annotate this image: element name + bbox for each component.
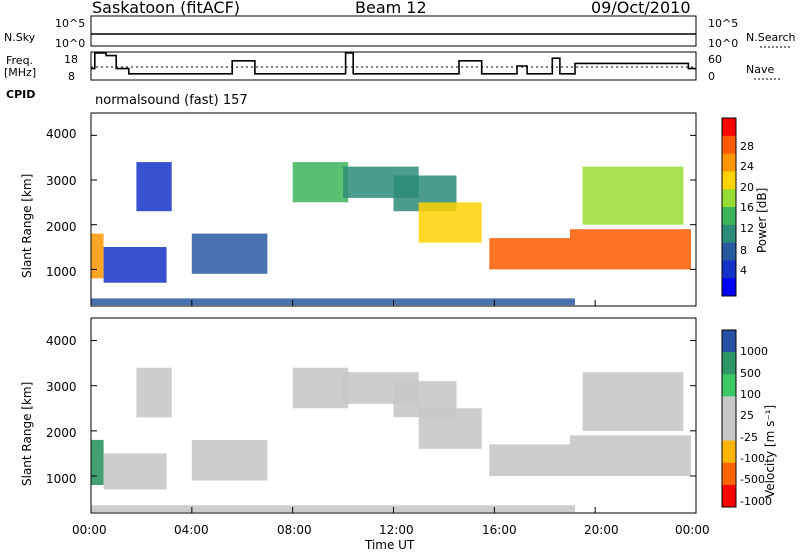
power-echo-region — [582, 166, 684, 225]
velocity-echo-region — [582, 372, 684, 431]
power-echo-region — [570, 229, 691, 270]
velocity-cbar-tick: -1000 — [740, 495, 772, 508]
power-cbar-tick: 28 — [740, 140, 754, 153]
velocity-cbar-swatch — [722, 462, 736, 486]
power-range-tick: 4000 — [46, 127, 77, 141]
power-cbar-swatch — [722, 207, 736, 226]
velocity-cbar-swatch — [722, 330, 736, 353]
noise-panel-frame — [90, 15, 697, 47]
velocity-range-tick: 2000 — [46, 426, 77, 440]
power-range-tick: 3000 — [46, 174, 77, 188]
cpid-label: CPID — [6, 88, 36, 101]
time-tick: 04:00 — [174, 523, 209, 537]
time-tick: 20:00 — [584, 523, 619, 537]
velocity-cbar-tick: -500 — [740, 473, 765, 486]
velocity-cbar-swatch — [722, 440, 736, 464]
noise-tick-top-right: 10^5 — [708, 17, 739, 30]
time-tick: 08:00 — [277, 523, 312, 537]
time-xlabel: Time UT — [365, 538, 415, 552]
power-cbar-swatch — [722, 242, 736, 261]
velocity-echo-region — [91, 505, 575, 513]
power-range-tick: 2000 — [46, 220, 77, 234]
noise-tick-bottom-left: 10^0 — [55, 37, 86, 50]
power-cbar-swatch — [722, 278, 736, 297]
power-cbar-tick: 20 — [740, 181, 754, 194]
power-cbar-swatch — [722, 189, 736, 208]
power-echo-region — [292, 162, 349, 203]
velocity-cbar-swatch — [722, 352, 736, 375]
velocity-range-tick: 3000 — [46, 380, 77, 394]
velocity-cbar-tick: 500 — [740, 367, 761, 380]
freq-unit-label: [MHz] — [4, 66, 37, 79]
velocity-echo-region — [191, 439, 268, 481]
velocity-echo-region — [489, 444, 570, 476]
power-cbar-swatch — [722, 135, 736, 155]
velocity-range-tick: 4000 — [46, 334, 77, 348]
velocity-cbar-tick: -25 — [740, 431, 758, 444]
velocity-cbar-swatch — [722, 418, 736, 442]
velocity-echo-region — [570, 435, 691, 476]
power-cbar-swatch — [722, 153, 736, 172]
power-range-tick: 1000 — [46, 265, 77, 279]
freq-label: Freq. — [6, 54, 34, 67]
power-echo-region — [103, 247, 167, 283]
velocity-cbar-swatch — [722, 396, 736, 419]
power-cbar-tick: 24 — [740, 160, 754, 173]
velocity-echo-region — [418, 408, 482, 449]
velocity-cbar-tick: 25 — [740, 409, 754, 422]
power-echo-region — [418, 202, 482, 243]
velocity-echo-region — [292, 367, 349, 409]
velocity-cbar-swatch — [722, 374, 736, 397]
velocity-echo-region — [103, 453, 167, 490]
nave-tick-bottom-right: 0 — [708, 70, 715, 83]
station-title: Saskatoon (fitACF) — [92, 0, 241, 17]
power-echo-region — [136, 162, 172, 212]
power-cbar-tick: 8 — [740, 244, 747, 257]
power-cbar-swatch — [722, 224, 736, 244]
power-cbar-swatch — [722, 260, 736, 279]
velocity-echo-region — [136, 367, 172, 418]
time-tick: 00:00 — [72, 523, 107, 537]
power-cbar-swatch — [722, 171, 736, 190]
power-echo-region — [489, 238, 570, 270]
freq-tick-bottom-left: 8 — [68, 70, 75, 83]
power-echo-region — [191, 233, 268, 274]
velocity-cbar-tick: 1000 — [740, 345, 768, 358]
nsky-label: N.Sky — [4, 31, 36, 44]
power-echo-region — [91, 298, 575, 306]
nave-label: Nave — [746, 63, 775, 76]
time-tick: 16:00 — [482, 523, 517, 537]
beam-title: Beam 12 — [355, 0, 427, 17]
velocity-cbar-swatch — [722, 484, 736, 508]
power-cbar-swatch — [722, 118, 736, 137]
freq-panel-frame — [90, 51, 697, 81]
power-cbar-frame — [721, 117, 737, 297]
date-title: 09/Oct/2010 — [591, 0, 691, 17]
nsearch-label: N.Search — [746, 31, 796, 44]
velocity-cbar-frame — [721, 329, 737, 508]
nave-tick-top-right: 60 — [708, 53, 722, 66]
velocity-cbar-tick: -100 — [740, 452, 765, 465]
power-cbar-tick: 16 — [740, 201, 754, 214]
time-tick: 12:00 — [379, 523, 414, 537]
power-cbar-tick: 4 — [740, 264, 747, 277]
velocity-echo-region — [91, 439, 104, 485]
noise-tick-bottom-right: 10^0 — [708, 37, 739, 50]
velocity-range-tick: 1000 — [46, 472, 77, 486]
frequency-line — [91, 52, 696, 75]
velocity-cbar-tick: 100 — [740, 388, 761, 401]
power-echo-region — [91, 233, 104, 279]
noise-tick-top-left: 10^5 — [55, 17, 86, 30]
freq-tick-top-left: 18 — [64, 53, 78, 66]
time-tick: 00:00 — [675, 523, 710, 537]
cpid-program: normalsound (fast) 157 — [95, 93, 248, 108]
power-cbar-tick: 12 — [740, 222, 754, 235]
